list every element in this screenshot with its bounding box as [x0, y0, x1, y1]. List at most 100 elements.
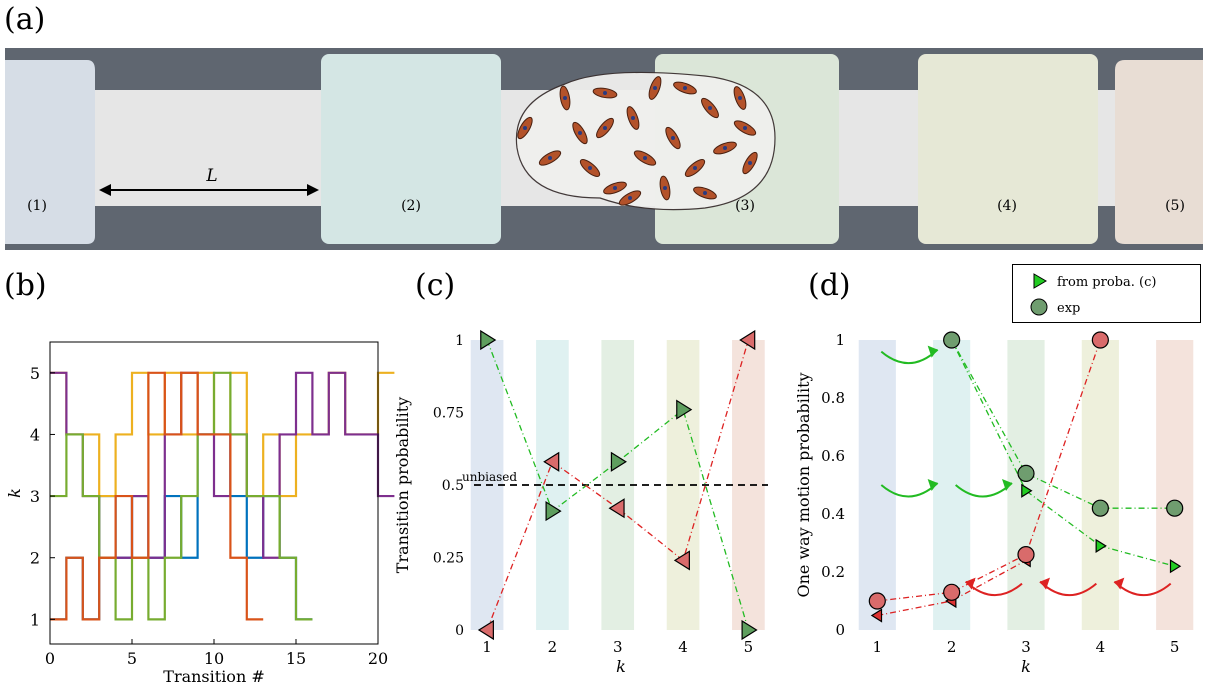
chart-d-ytick-label: 0: [835, 621, 845, 639]
chart-d-marker-exp: [1017, 546, 1035, 564]
chamber-label-2: (2): [401, 198, 421, 214]
chart-d-marker-proba: [1021, 483, 1033, 498]
chart-d-arrow-right-head: [927, 345, 938, 358]
chart-c-ylabel: Transition probability: [393, 397, 412, 573]
swimmer-spot: [743, 126, 747, 130]
chamber-5: [1115, 60, 1203, 244]
chart-d-ytick-label: 1: [835, 331, 845, 349]
chart-d-xtick-label: 2: [947, 638, 957, 656]
legend-entry-from-proba: from proba. (c): [1057, 275, 1156, 290]
chart-d-series-proba-left: [877, 559, 1027, 617]
chart-d-ytick-label: 0.4: [821, 505, 845, 523]
chart-d-arrow-right-head: [927, 479, 938, 491]
panel-label-a: (a): [4, 2, 46, 37]
chart-b-xtick-label: 0: [45, 649, 55, 668]
chart-d-arrow-left-head: [1114, 577, 1125, 590]
chart-c-marker-left: [739, 329, 756, 351]
swimmer-spot: [693, 166, 697, 170]
swimmer-spot: [613, 186, 617, 190]
chart-c-ytick-label: 0.75: [433, 406, 464, 422]
chart-d-ytick-label: 0.8: [821, 389, 845, 407]
panel-label-b: (b): [4, 268, 47, 303]
swimmer-spot: [628, 196, 632, 200]
chart-d-chamber-band: [933, 340, 971, 630]
panel-label-d: (d): [808, 268, 851, 303]
swimmer-spot: [603, 91, 607, 95]
chart-d-chamber-band: [1007, 340, 1045, 630]
chart-b-ytick-label: 5: [30, 364, 40, 383]
chart-d-marker-exp: [1166, 499, 1184, 517]
chart-d-chamber-band: [858, 340, 896, 630]
length-arrow-head-right: [307, 184, 319, 196]
chart-d-marker-proba: [1095, 538, 1107, 553]
chart-b-ytick-label: 3: [30, 487, 40, 506]
chart-c-marker-left: [477, 619, 494, 641]
chart-d-marker-exp: [943, 583, 961, 601]
chart-b-xtick-label: 10: [204, 649, 224, 668]
swimmer-spot: [653, 86, 657, 90]
chart-d-series-exp-line: [951, 339, 1175, 509]
chart-b-xlabel: Transition #: [163, 667, 264, 686]
chart-c-marker-left: [608, 498, 625, 519]
chart-d-series-exp-line: [877, 339, 1101, 602]
swimmer-spot: [663, 186, 667, 190]
swimmer-spot: [523, 126, 527, 130]
chart-b-ytick-label: 1: [30, 610, 40, 629]
chart-d-xtick-label: 1: [873, 638, 883, 656]
chart-c-marker-right: [545, 501, 562, 522]
chart-c-ytick-label: 1: [455, 333, 464, 349]
chart-d-marker-exp: [868, 592, 886, 610]
chart-d-xtick-label: 5: [1170, 638, 1180, 656]
chart-c-chamber-band: [732, 340, 765, 630]
chart-b-xtick-label: 5: [127, 649, 137, 668]
chart-d: 1 2 3 4 5 0 0.2 0.4 0.6 0.8 1 k One way motion pro…: [795, 331, 1194, 676]
length-arrow-head-left: [99, 184, 111, 196]
chart-b-xtick-label: 15: [286, 649, 306, 668]
swimmer-spot: [548, 156, 552, 160]
chart-b-series-5: [50, 371, 264, 621]
chart-b-series-4: [50, 371, 313, 621]
chamber-label-1: (1): [27, 198, 47, 214]
chart-b-ytick-label: 4: [30, 425, 40, 444]
swimmer-spot: [748, 161, 752, 165]
chart-d-marker-proba: [870, 608, 883, 623]
chart-d-arrow-right-head: [1002, 479, 1012, 491]
chart-b-xtick-label: 20: [368, 649, 388, 668]
swimmer-spot: [708, 106, 712, 110]
legend-entry-exp: exp: [1057, 301, 1080, 316]
swimmer-spot: [588, 166, 592, 170]
chamber-label-4: (4): [997, 198, 1017, 214]
chart-d-xlabel: k: [1021, 657, 1031, 676]
chamber-2: [321, 54, 501, 244]
chart-b-ytick-label: 2: [30, 549, 40, 568]
legend-box: [1012, 264, 1201, 323]
chart-c-ytick-label: 0.25: [433, 551, 464, 567]
chart-c-xtick-label: 3: [613, 638, 623, 656]
chart-c-xtick-label: 1: [482, 638, 492, 656]
chart-d-arrow-left-head: [965, 577, 976, 590]
chart-d-marker-exp: [1091, 331, 1109, 349]
chart-d-marker-exp: [1091, 499, 1109, 517]
swimmer-spot: [603, 126, 607, 130]
chart-c-xtick-label: 5: [744, 638, 754, 656]
chart-c-unbiased-label: unbiased: [462, 470, 517, 484]
chart-d-ytick-label: 0.2: [821, 563, 845, 581]
chart-d-series-proba-right: [951, 339, 1175, 567]
chart-d-marker-proba: [1169, 559, 1182, 574]
swimmer-spot: [671, 136, 675, 140]
swimmer-spot: [703, 191, 707, 195]
chart-c-marker-right: [741, 619, 758, 641]
chart-b-series-3: [50, 371, 395, 559]
swimmer-spot: [723, 146, 727, 150]
chart-c-ytick-label: 0: [455, 623, 464, 639]
legend-circle-marker: [1030, 298, 1048, 316]
swimmer-spot: [563, 96, 567, 100]
chart-c-xlabel: k: [616, 657, 626, 676]
chart-c-marker-right: [676, 399, 693, 420]
panel-label-c: (c): [415, 268, 456, 303]
chart-c-ytick-label: 0.5: [442, 478, 464, 494]
chamber-label-3: (3): [735, 198, 755, 214]
chart-d-marker-exp: [1017, 464, 1035, 482]
chart-d-arrow-left-head: [1040, 577, 1050, 590]
length-label: L: [205, 166, 217, 186]
